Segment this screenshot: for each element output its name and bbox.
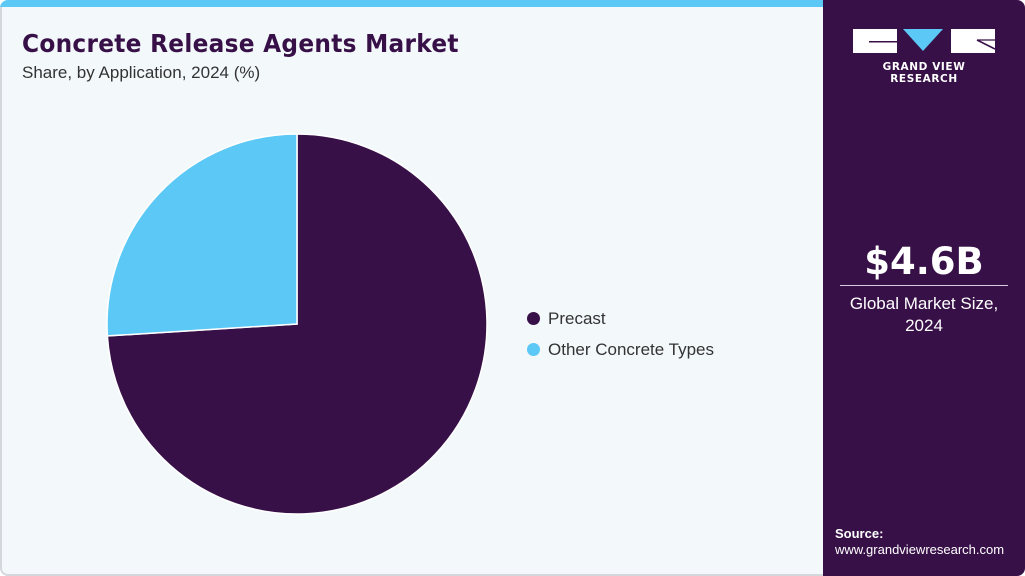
legend-dot-precast-icon: [527, 312, 540, 325]
chart-area: Concrete Release Agents Market Share, by…: [0, 7, 823, 576]
legend-item-precast[interactable]: Precast: [527, 303, 714, 334]
chart-subtitle: Share, by Application, 2024 (%): [22, 63, 261, 82]
pie-chart: [106, 133, 488, 515]
pie-slice-other-concrete-types[interactable]: [106, 133, 298, 337]
market-size-label: Global Market Size, 2024: [823, 293, 1025, 337]
source-link[interactable]: www.grandviewresearch.com: [835, 542, 1005, 557]
market-size-label-line2: 2024: [905, 316, 943, 335]
gvr-logo-icon: [853, 29, 996, 53]
legend-label: Other Concrete Types: [548, 339, 714, 359]
grand-view-research-logo[interactable]: GRAND VIEW RESEARCH: [853, 29, 996, 85]
legend-item-other-concrete-types[interactable]: Other Concrete Types: [527, 334, 714, 365]
logo-text: GRAND VIEW RESEARCH: [882, 61, 966, 85]
sidebar: GRAND VIEW RESEARCH $4.6B Global Market …: [823, 0, 1025, 576]
legend-dot-other-icon: [527, 343, 540, 356]
legend: Precast Other Concrete Types: [527, 303, 714, 365]
source-label: Source:: [835, 526, 884, 541]
accent-bar: [0, 0, 823, 7]
kpi-divider: [840, 285, 1008, 286]
legend-label: Precast: [548, 308, 606, 328]
market-size-value: $4.6B: [864, 240, 984, 283]
chart-title: Concrete Release Agents Market: [22, 29, 459, 58]
market-size-label-line1: Global Market Size,: [849, 294, 999, 313]
